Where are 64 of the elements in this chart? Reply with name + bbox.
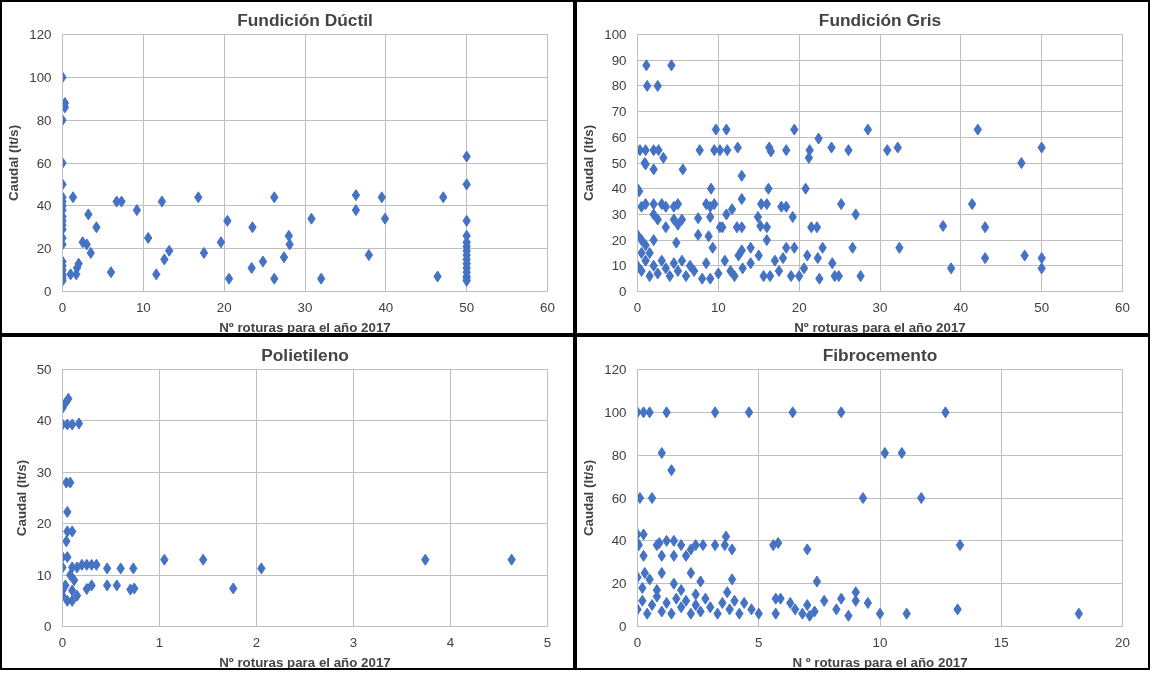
x-tick-label: 10 bbox=[710, 299, 726, 315]
y-tick-label: 0 bbox=[44, 284, 52, 299]
x-tick-label: 50 bbox=[1034, 299, 1050, 315]
x-tick-label: 10 bbox=[872, 634, 888, 650]
y-tick-label: 60 bbox=[611, 129, 627, 145]
y-axis-title: Caudal (lt/s) bbox=[581, 459, 597, 537]
y-tick-label: 30 bbox=[36, 464, 52, 480]
y-tick-label: 80 bbox=[611, 447, 627, 463]
y-tick-label: 100 bbox=[29, 69, 52, 85]
x-tick-label: 50 bbox=[459, 299, 475, 315]
y-tick-label: 90 bbox=[611, 52, 627, 68]
y-tick-label: 20 bbox=[611, 576, 627, 592]
y-tick-label: 120 bbox=[604, 362, 627, 377]
x-tick-label: 20 bbox=[216, 299, 232, 315]
x-tick-label: 10 bbox=[135, 299, 151, 315]
x-tick-label: 5 bbox=[543, 634, 552, 650]
y-tick-label: 50 bbox=[36, 362, 52, 377]
x-tick-label: 60 bbox=[540, 299, 555, 315]
x-tick-label: 0 bbox=[633, 634, 642, 650]
x-tick-label: 5 bbox=[755, 634, 763, 650]
x-tick-label: 30 bbox=[297, 299, 313, 315]
x-tick-label: 0 bbox=[58, 299, 67, 315]
y-tick-label: 0 bbox=[44, 619, 52, 634]
x-tick-label: 40 bbox=[378, 299, 394, 315]
y-tick-label: 40 bbox=[611, 181, 627, 197]
x-tick-label: 40 bbox=[953, 299, 969, 315]
y-tick-label: 100 bbox=[604, 404, 627, 420]
y-tick-label: 60 bbox=[36, 155, 52, 171]
y-tick-label: 10 bbox=[36, 567, 52, 583]
y-tick-label: 0 bbox=[619, 284, 627, 299]
y-tick-label: 70 bbox=[611, 104, 627, 120]
y-tick-label: 100 bbox=[604, 27, 627, 42]
chart-title: Fundición Gris bbox=[818, 9, 942, 30]
x-tick-label: 15 bbox=[993, 634, 1009, 650]
y-tick-label: 40 bbox=[36, 413, 52, 429]
x-tick-label: 20 bbox=[1115, 634, 1130, 650]
x-tick-label: 1 bbox=[155, 634, 164, 650]
chart-title: Fibrocemento bbox=[822, 344, 938, 365]
x-tick-label: 2 bbox=[252, 634, 261, 650]
x-tick-label: 30 bbox=[872, 299, 888, 315]
x-tick-label: 4 bbox=[446, 634, 455, 650]
y-tick-label: 0 bbox=[619, 619, 627, 634]
y-tick-label: 50 bbox=[611, 155, 627, 171]
chart-title: Polietileno bbox=[261, 344, 349, 365]
y-tick-label: 30 bbox=[611, 206, 627, 222]
y-tick-label: 60 bbox=[611, 490, 627, 506]
y-tick-label: 10 bbox=[611, 258, 627, 274]
chart-title: Fundición Dúctil bbox=[237, 9, 373, 30]
y-axis-title: Caudal (lt/s) bbox=[6, 124, 22, 202]
y-tick-label: 20 bbox=[36, 241, 52, 257]
y-tick-label: 40 bbox=[611, 533, 627, 549]
x-tick-label: 20 bbox=[791, 299, 807, 315]
y-tick-label: 20 bbox=[36, 516, 52, 532]
y-tick-label: 40 bbox=[36, 198, 52, 214]
y-tick-label: 80 bbox=[36, 112, 52, 128]
x-tick-label: 0 bbox=[58, 634, 67, 650]
y-axis-title: Caudal (lt/s) bbox=[13, 459, 29, 537]
x-tick-label: 3 bbox=[349, 634, 358, 650]
x-tick-label: 0 bbox=[633, 299, 642, 315]
y-tick-label: 20 bbox=[611, 232, 627, 248]
x-tick-label: 60 bbox=[1115, 299, 1130, 315]
y-axis-title: Caudal (lt/s) bbox=[581, 124, 597, 202]
y-tick-label: 80 bbox=[611, 78, 627, 94]
y-tick-label: 120 bbox=[29, 27, 52, 42]
